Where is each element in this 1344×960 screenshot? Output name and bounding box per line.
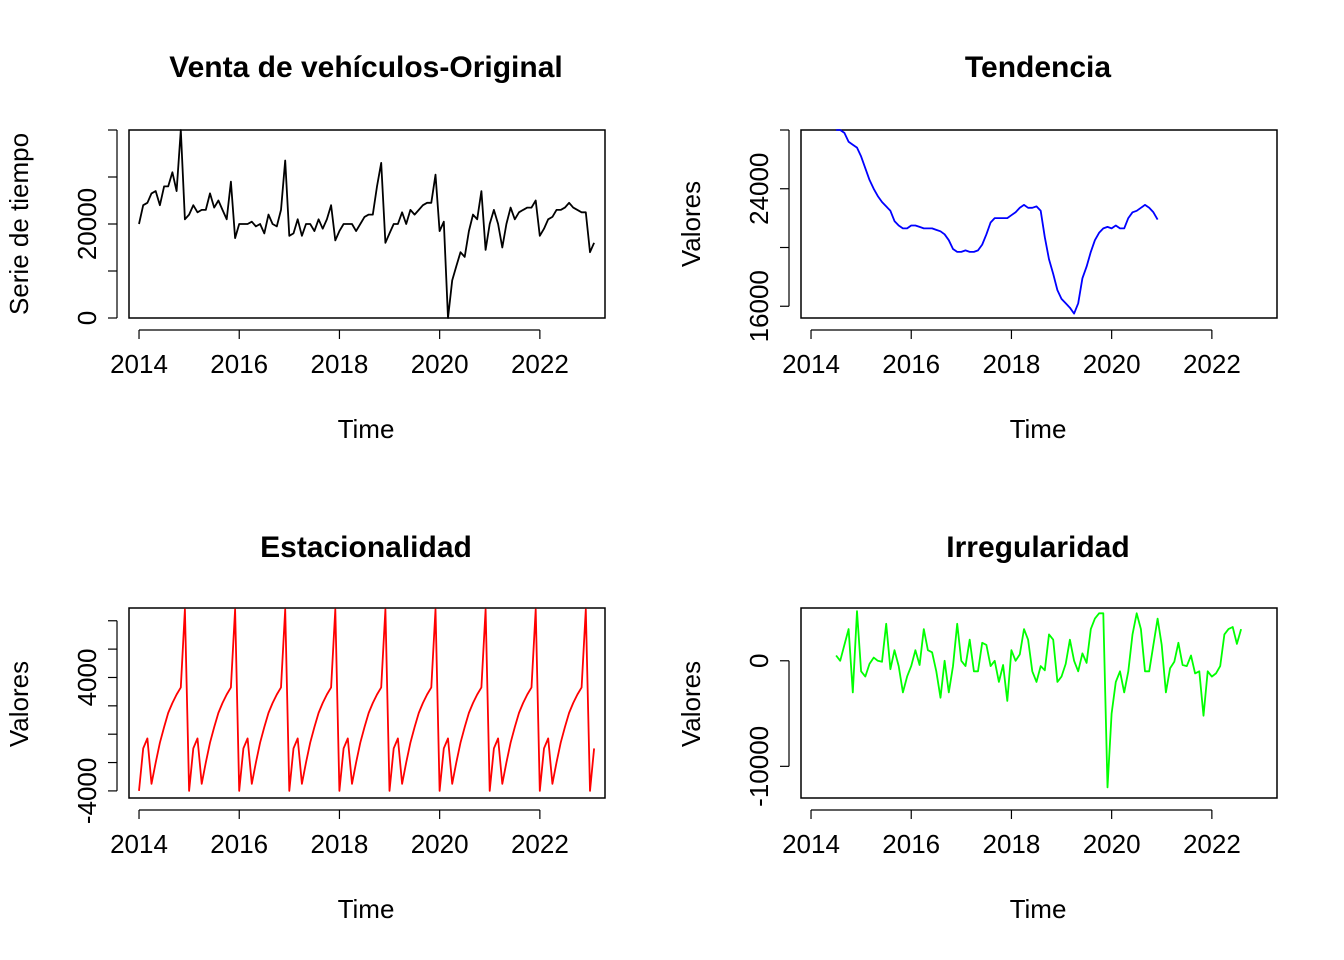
series-layer — [835, 610, 1242, 789]
y-tick-label: 16000 — [744, 270, 774, 342]
x-tick-label: 2014 — [782, 349, 840, 379]
y-axis-title: Valores — [676, 181, 706, 267]
series-layer — [138, 608, 595, 792]
panel-original: Venta de vehículos-Original Time Serie d… — [4, 51, 606, 444]
y-tick-label: -4000 — [72, 758, 102, 825]
x-tick-label: 2018 — [311, 349, 369, 379]
y-tick-label: 20000 — [72, 188, 102, 260]
x-tick-label: 2018 — [311, 829, 369, 859]
series-line — [836, 129, 1159, 315]
y-tick-label: 0 — [744, 654, 774, 668]
series-line — [138, 129, 595, 319]
x-tick-label: 2016 — [882, 829, 940, 859]
plot-frame — [128, 607, 606, 799]
plot-frame — [128, 129, 606, 319]
chart-title: Estacionalidad — [260, 531, 472, 564]
series-line — [835, 610, 1242, 789]
y-tick-label: 4000 — [72, 649, 102, 707]
x-axis: 2014 2016 2018 2020 2022 — [110, 329, 569, 379]
x-tick-label: 2022 — [511, 829, 569, 859]
chart-title: Venta de vehículos-Original — [169, 51, 562, 84]
y-axis-title: Serie de tiempo — [4, 133, 34, 315]
x-tick-label: 2018 — [983, 349, 1041, 379]
y-axis: 0 20000 — [72, 129, 118, 325]
x-tick-label: 2018 — [983, 829, 1041, 859]
x-tick-label: 2020 — [411, 829, 469, 859]
x-axis-title: Time — [1010, 894, 1067, 924]
panel-irregularidad: Irregularidad Time Valores 2014 2016 2018 2… — [676, 531, 1278, 924]
y-axis-title: Valores — [4, 661, 34, 747]
x-tick-label: 2020 — [1083, 829, 1141, 859]
y-axis-title: Valores — [676, 661, 706, 747]
plot-frame — [800, 607, 1278, 799]
x-axis-title: Time — [338, 894, 395, 924]
x-tick-label: 2022 — [1183, 349, 1241, 379]
x-tick-label: 2016 — [882, 349, 940, 379]
x-axis: 2014 2016 2018 2020 2022 — [782, 329, 1241, 379]
chart-title: Tendencia — [965, 51, 1111, 84]
x-tick-label: 2020 — [411, 349, 469, 379]
x-tick-label: 2014 — [110, 829, 168, 859]
y-tick-label: -10000 — [744, 726, 774, 807]
chart-title: Irregularidad — [946, 531, 1129, 564]
x-tick-label: 2022 — [1183, 829, 1241, 859]
y-axis: 16000 24000 — [744, 129, 790, 342]
y-tick-label: 24000 — [744, 153, 774, 225]
x-tick-label: 2016 — [210, 829, 268, 859]
x-tick-label: 2014 — [782, 829, 840, 859]
panel-tendencia: Tendencia Time Valores 2014 2016 2018 2020 2… — [676, 51, 1278, 444]
y-tick-label: 0 — [72, 311, 102, 325]
x-axis-title: Time — [1010, 414, 1067, 444]
panel-estacionalidad: Estacionalidad Time Valores 2014 2016 2018… — [4, 531, 606, 924]
x-tick-label: 2014 — [110, 349, 168, 379]
x-tick-label: 2016 — [210, 349, 268, 379]
x-axis-title: Time — [338, 414, 395, 444]
y-axis: -10000 0 — [744, 654, 790, 807]
y-axis: -4000 4000 — [72, 620, 118, 825]
x-tick-label: 2022 — [511, 349, 569, 379]
plot-frame — [800, 129, 1278, 319]
x-tick-label: 2020 — [1083, 349, 1141, 379]
series-layer — [138, 129, 595, 319]
x-axis: 2014 2016 2018 2020 2022 — [110, 809, 569, 859]
series-layer — [836, 129, 1159, 315]
x-axis: 2014 2016 2018 2020 2022 — [782, 809, 1241, 859]
series-line — [138, 608, 595, 792]
